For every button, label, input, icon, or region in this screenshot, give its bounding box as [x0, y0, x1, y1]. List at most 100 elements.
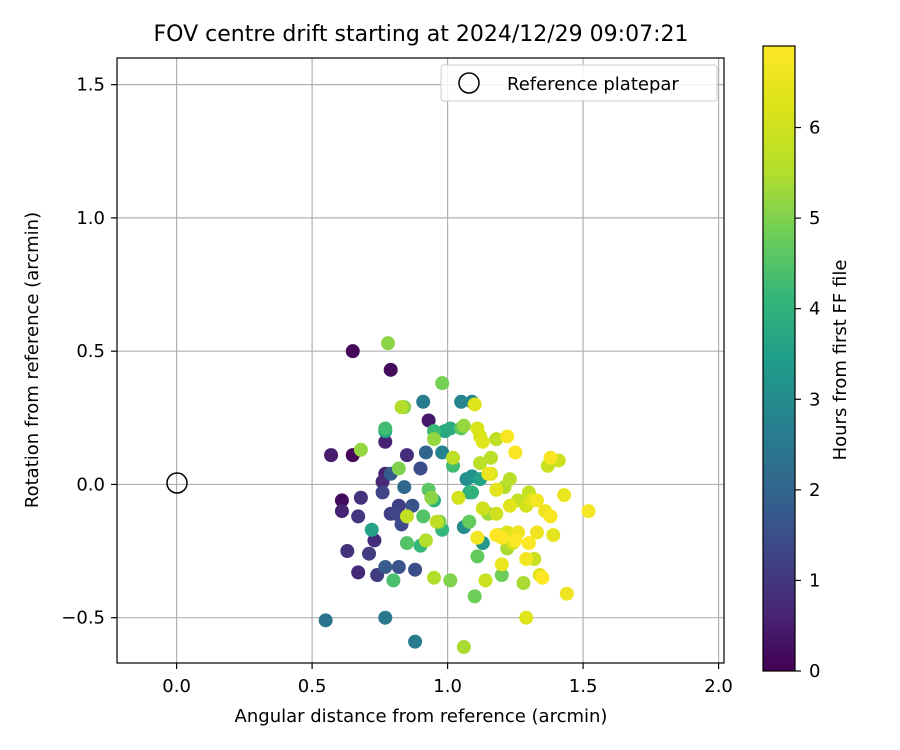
- reference-platepar-marker: [166, 472, 188, 494]
- scatter-point: [394, 400, 409, 415]
- legend-marker: [458, 72, 480, 94]
- scatter-point: [318, 613, 333, 628]
- scatter-point: [530, 525, 545, 540]
- scatter-point: [399, 448, 414, 463]
- colorbar: 0 1 2 3 4 5 6 Hours from first FF file: [762, 45, 851, 682]
- scatter-point: [353, 490, 368, 505]
- scatter-point: [334, 504, 349, 519]
- scatter-point: [470, 530, 485, 545]
- scatter-point: [530, 493, 545, 508]
- scatter-point: [351, 565, 366, 580]
- scatter-point: [351, 509, 366, 524]
- scatter-point: [324, 448, 339, 463]
- colorbar-tick-label: 1: [809, 570, 820, 591]
- scatter-point: [367, 533, 382, 548]
- scatter-point: [543, 450, 558, 465]
- scatter-point: [424, 490, 439, 505]
- scatter-point: [508, 533, 523, 548]
- scatter-point: [378, 610, 393, 625]
- scatter-point: [386, 573, 401, 588]
- scatter-point: [581, 504, 596, 519]
- scatter-point: [546, 528, 561, 543]
- scatter-point: [427, 432, 442, 447]
- scatter-point: [502, 498, 517, 513]
- scatter-point: [389, 506, 404, 521]
- colorbar-tick-label: 6: [809, 118, 820, 139]
- scatter-point: [494, 568, 509, 583]
- y-tick-label: −0.5: [61, 608, 105, 629]
- scatter-point: [399, 509, 414, 524]
- scatter-point: [397, 480, 412, 495]
- scatter-point: [494, 557, 509, 572]
- scatter-point: [383, 362, 398, 377]
- colorbar-tick-label: 0: [809, 661, 820, 682]
- x-tick-label: 2.0: [704, 676, 733, 697]
- scatter-point: [543, 509, 558, 524]
- scatter-point: [489, 432, 504, 447]
- scatter-point: [364, 522, 379, 537]
- scatter-point: [500, 429, 515, 444]
- scatter-point: [446, 450, 461, 465]
- scatter-point: [378, 560, 393, 575]
- scatter-point: [475, 501, 490, 516]
- scatter-point: [464, 485, 479, 500]
- scatter-point: [559, 586, 574, 601]
- scatter-point: [454, 394, 469, 409]
- scatter-point: [521, 536, 536, 551]
- scatter-point: [391, 560, 406, 575]
- x-tick-label: 1.0: [433, 676, 462, 697]
- y-axis-ticks: −0.5 0.0 0.5 1.0 1.5: [61, 75, 117, 629]
- scatter-point: [489, 506, 504, 521]
- colorbar-tick-label: 4: [809, 299, 820, 320]
- scatter-point: [535, 570, 550, 585]
- colorbar-gradient: [762, 45, 796, 672]
- scatter-point: [508, 445, 523, 460]
- y-tick-label: 0.0: [76, 474, 105, 495]
- scatter-point: [519, 610, 534, 625]
- scatter-point: [418, 445, 433, 460]
- legend-box: [440, 64, 718, 102]
- scatter-point: [345, 344, 360, 359]
- scatter-point: [456, 418, 471, 433]
- colorbar-ticks: 0 1 2 3 4 5 6: [795, 118, 820, 682]
- x-tick-label: 1.5: [569, 676, 598, 697]
- scatter-point: [380, 336, 395, 351]
- scatter-point: [470, 549, 485, 564]
- scatter-point: [416, 394, 431, 409]
- scatter-point: [399, 536, 414, 551]
- y-axis-label: Rotation from reference (arcmin): [22, 212, 43, 508]
- scatter-point: [467, 397, 482, 412]
- scatter-point: [413, 461, 428, 476]
- scatter-point: [502, 472, 517, 487]
- colorbar-label: Hours from first FF file: [830, 260, 851, 461]
- colorbar-tick-label: 2: [809, 480, 820, 501]
- scatter-point: [334, 493, 349, 508]
- x-axis-label: Angular distance from reference (arcmin): [235, 706, 608, 727]
- scatter-point: [429, 514, 444, 529]
- scatter-point: [353, 442, 368, 457]
- y-tick-label: 0.5: [76, 341, 105, 362]
- scatter-point: [475, 434, 490, 449]
- scatter-point: [478, 573, 493, 588]
- scatter-point: [418, 533, 433, 548]
- scatter-point: [443, 573, 458, 588]
- scatter-point: [489, 528, 504, 543]
- plot-frame: [116, 57, 725, 664]
- scatter-point: [516, 576, 531, 591]
- scatter-point: [483, 450, 498, 465]
- scatter-point: [456, 640, 471, 655]
- scatter-point: [405, 498, 420, 513]
- scatter-point: [421, 413, 436, 428]
- scatter-point: [378, 421, 393, 436]
- colorbar-tick-label: 5: [809, 208, 820, 229]
- y-tick-label: 1.0: [76, 208, 105, 229]
- data-points: [318, 336, 596, 655]
- x-tick-label: 0.5: [298, 676, 327, 697]
- scatter-point: [467, 589, 482, 604]
- scatter-point: [408, 634, 423, 649]
- scatter-point: [435, 445, 450, 460]
- scatter-point: [443, 421, 458, 436]
- scatter-point: [375, 485, 390, 500]
- scatter-point: [481, 466, 496, 481]
